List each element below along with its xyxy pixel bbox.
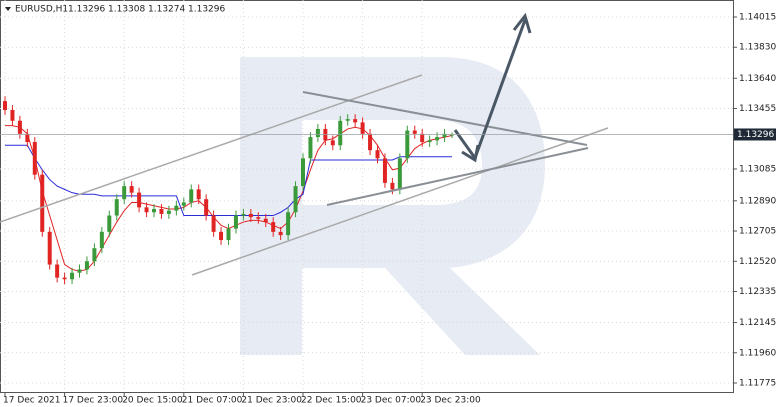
candle-body xyxy=(70,272,75,280)
candle-body xyxy=(159,208,164,214)
candle-body xyxy=(278,231,283,236)
candle-body xyxy=(137,192,142,208)
candle-body xyxy=(293,186,298,213)
candle-body xyxy=(62,277,67,280)
high: 1.13308 xyxy=(108,5,145,15)
low: 1.13274 xyxy=(148,5,185,15)
candle-body xyxy=(129,186,134,193)
candle-body xyxy=(10,109,15,121)
x-tick-label: 21 Dec 23:00 xyxy=(241,396,302,406)
candle-body xyxy=(196,189,201,200)
candle-body xyxy=(144,207,149,213)
candle-body xyxy=(17,120,22,134)
y-tick-label: 1.13830 xyxy=(739,43,776,53)
candle-body xyxy=(152,208,156,213)
candle-body xyxy=(301,158,305,187)
x-tick-label: 22 Dec 15:00 xyxy=(301,396,362,406)
candle-body xyxy=(77,269,82,273)
candle-body xyxy=(442,133,447,138)
candle-body xyxy=(92,248,97,262)
x-tick-label: 23 Dec 23:00 xyxy=(420,396,481,406)
y-tick-label: 1.12520 xyxy=(739,257,776,267)
y-tick-label: 1.13640 xyxy=(739,74,776,84)
last-price-box xyxy=(734,128,776,141)
candle-body xyxy=(204,199,209,216)
y-tick-label: 1.14015 xyxy=(739,12,776,22)
candle-body xyxy=(181,202,186,206)
candle-body xyxy=(390,182,395,190)
candle-body xyxy=(189,189,194,203)
candle-body xyxy=(233,215,238,229)
candle-body xyxy=(382,158,387,183)
x-tick-label: 17 Dec 23:00 xyxy=(63,396,124,406)
last-price-label: 1.13296 xyxy=(737,130,774,140)
candle-body xyxy=(368,133,373,151)
candle-body xyxy=(405,130,410,159)
close: 1.13296 xyxy=(188,5,225,15)
candle-body xyxy=(174,205,179,211)
candle-body xyxy=(114,199,119,216)
candle-body xyxy=(47,231,52,265)
candle-body xyxy=(256,217,261,219)
open: 1.13296 xyxy=(68,5,105,15)
candle-body xyxy=(308,137,313,159)
candle-body xyxy=(84,261,89,270)
candle-body xyxy=(412,130,417,134)
x-tick-label: 23 Dec 07:00 xyxy=(361,396,422,406)
candle-body xyxy=(353,119,358,123)
candle-body xyxy=(397,158,402,190)
candle-body xyxy=(219,231,224,241)
candle-body xyxy=(338,120,343,146)
y-tick-label: 1.11775 xyxy=(739,379,776,389)
candle-body xyxy=(107,215,112,232)
x-tick-label: 20 Dec 15:00 xyxy=(122,396,183,406)
candle-body xyxy=(330,140,335,146)
candle-body xyxy=(427,140,432,142)
candle-body xyxy=(286,212,291,236)
candles xyxy=(3,96,454,285)
candle-body xyxy=(360,122,365,134)
candle-body xyxy=(315,128,320,138)
y-tick-label: 1.12145 xyxy=(739,318,776,328)
candle-body xyxy=(375,150,380,159)
axes: 1.14015 1.13830 1.13640 1.13455 1.13085 1.128… xyxy=(0,12,776,406)
candle-body xyxy=(32,141,37,175)
candle-body xyxy=(241,213,246,216)
candle-body xyxy=(435,137,440,141)
candle-body xyxy=(211,215,216,232)
candle-body xyxy=(271,222,276,232)
y-tick-label: 1.12705 xyxy=(739,227,776,237)
candle-body xyxy=(263,218,268,223)
y-tick-label: 1.12335 xyxy=(739,287,776,297)
symbol: EURUSD,H1 xyxy=(15,5,68,15)
candle-body xyxy=(248,213,253,218)
header: EURUSD,H1 1.13296 1.13308 1.13274 1.1329… xyxy=(5,5,225,15)
x-tick-label: 21 Dec 07:00 xyxy=(182,396,243,406)
y-tick-label: 1.12890 xyxy=(739,196,776,206)
candle-body xyxy=(40,174,45,232)
y-tick-label: 1.11960 xyxy=(739,348,776,358)
candle-body xyxy=(450,134,454,136)
candle-body xyxy=(420,133,425,142)
candle-body xyxy=(345,119,350,121)
candle-body xyxy=(55,264,60,278)
candle-body xyxy=(25,133,30,142)
x-tick-label: 17 Dec 2021 xyxy=(3,396,61,406)
candle-body xyxy=(99,231,104,249)
y-tick-label: 1.13085 xyxy=(739,164,776,174)
candle-body xyxy=(226,228,231,241)
candle-body xyxy=(122,186,127,200)
candle-body xyxy=(166,210,171,214)
candle-body xyxy=(3,101,7,110)
y-tick-label: 1.13455 xyxy=(739,104,776,114)
drawings xyxy=(0,12,609,276)
